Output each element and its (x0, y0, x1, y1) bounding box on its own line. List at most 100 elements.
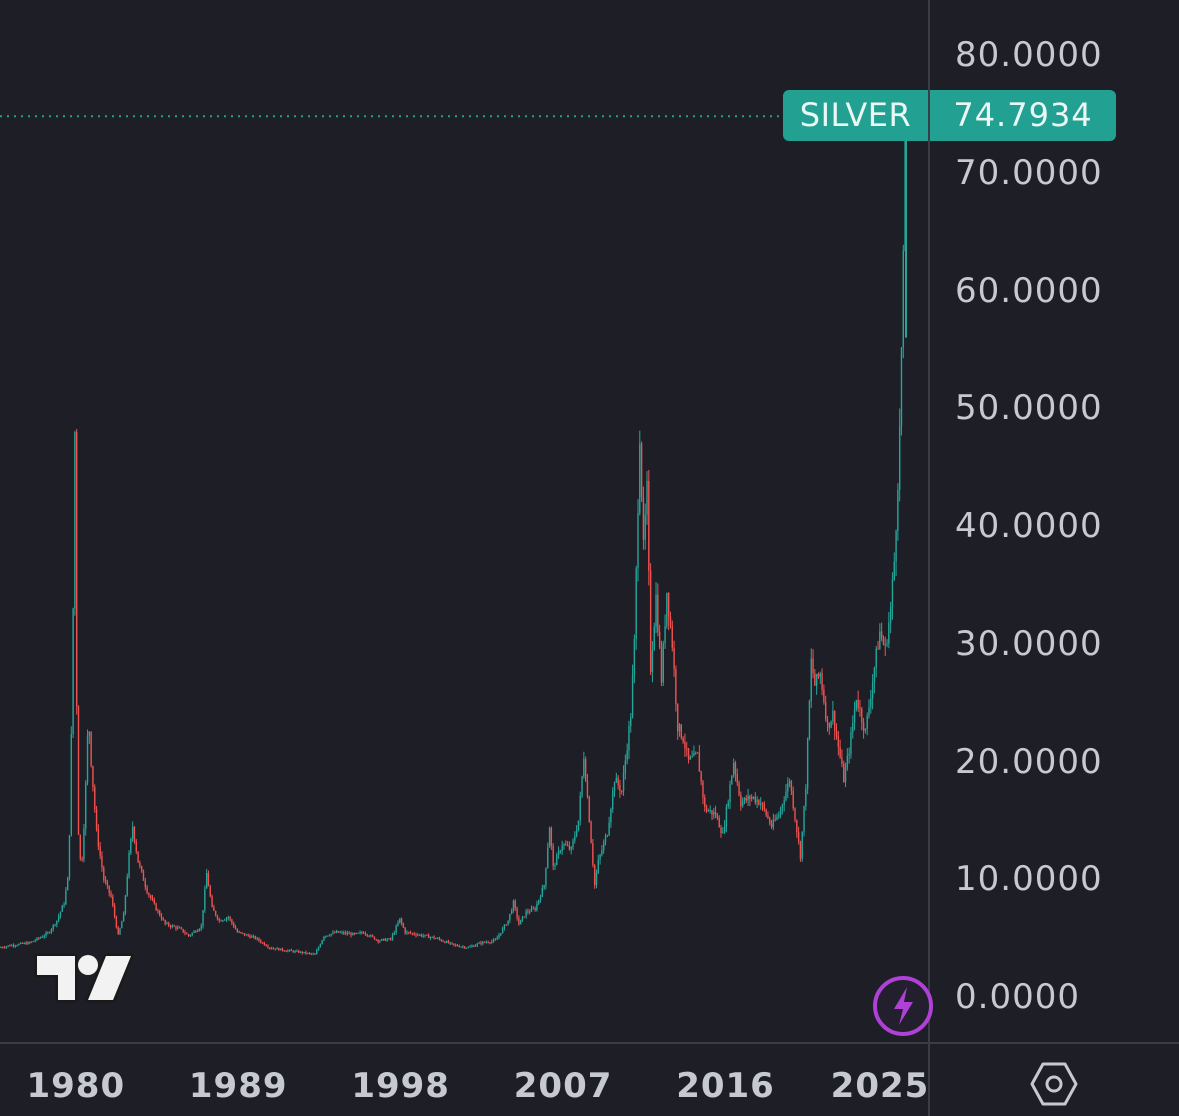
candle-body (731, 775, 733, 785)
candle-body (34, 940, 36, 942)
price-tick-label: 20.0000 (955, 741, 1103, 782)
candle-body (774, 819, 776, 821)
candle-body (680, 724, 683, 738)
candle-body (514, 900, 516, 909)
candle-body (162, 919, 165, 921)
candle-body (895, 530, 897, 562)
candle-body (841, 757, 843, 764)
candle-body (788, 781, 791, 784)
candle-body (866, 715, 868, 729)
candle-body (653, 626, 655, 650)
candle-body (626, 750, 628, 761)
candle-body (61, 905, 63, 912)
candle-body (368, 935, 370, 937)
lightning-bolt-button[interactable] (872, 975, 934, 1041)
candle-body (729, 784, 731, 803)
candle-body (861, 708, 863, 723)
candle-body (344, 932, 347, 934)
candle-body (868, 707, 870, 716)
candle-body (117, 927, 119, 935)
candle-body (570, 847, 572, 850)
candle-body (649, 570, 652, 672)
candle-body (648, 480, 650, 571)
candle-body (196, 930, 199, 932)
candle-body (590, 822, 592, 844)
candle-body (83, 828, 85, 860)
candle-body (178, 927, 181, 929)
candle-body (352, 932, 354, 936)
candle-body (783, 800, 785, 805)
candle-body (236, 929, 239, 933)
candle-body (445, 941, 448, 943)
time-tick-label: 2025 (830, 1066, 930, 1106)
candle-body (666, 592, 668, 627)
chart-settings-button[interactable] (1029, 1061, 1079, 1111)
candle-body (716, 815, 719, 818)
candle-body (294, 951, 296, 953)
candle-body (610, 809, 612, 823)
candle-body (749, 795, 751, 800)
candle-body (422, 935, 424, 937)
candle-body (810, 658, 812, 701)
candle-body (487, 942, 489, 944)
candle-body (296, 950, 298, 952)
candle-body (133, 826, 136, 842)
candle-body (612, 790, 614, 810)
candle-body (99, 846, 101, 856)
candle-body (714, 811, 717, 816)
candle-body (691, 756, 693, 758)
candle-body (489, 942, 491, 944)
candle-body (70, 734, 72, 836)
candle-body (256, 938, 258, 940)
candle-body (875, 648, 877, 668)
candle-body (254, 936, 257, 939)
candle-body (769, 818, 771, 824)
time-tick-label: 2016 (676, 1066, 775, 1106)
candle-body (843, 763, 845, 783)
candle-body (705, 806, 708, 812)
candle-body (229, 917, 231, 920)
candle-body (39, 937, 42, 939)
candle-body (633, 638, 636, 676)
candle-body (225, 917, 228, 920)
candle-body (902, 250, 904, 348)
candle-body (491, 941, 493, 943)
candle-body (711, 810, 713, 815)
candle-body (498, 934, 500, 938)
candle-body (258, 938, 260, 941)
candle-body (505, 924, 507, 926)
candle-body (584, 759, 587, 781)
candle-body (307, 952, 309, 954)
candle-body (86, 735, 89, 783)
candle-body (285, 950, 287, 952)
candle-body (480, 942, 482, 944)
candle-body (469, 946, 471, 948)
candle-body (137, 851, 139, 863)
candle-body (507, 920, 509, 925)
candle-body (536, 903, 538, 911)
candle-body (429, 937, 432, 939)
candle-body (794, 808, 796, 821)
candle-body (65, 890, 67, 905)
candle-body (687, 748, 690, 760)
candle-body (205, 872, 208, 889)
candle-body (805, 788, 807, 806)
candle-body (155, 903, 157, 911)
candle-body (799, 841, 802, 859)
candle-body (740, 794, 742, 807)
candle-body (213, 906, 215, 911)
candle-body (321, 940, 323, 945)
candle-body (103, 867, 105, 880)
candle-body (828, 722, 830, 728)
candle-body (171, 925, 174, 927)
candle-body (92, 765, 94, 787)
candle-body (108, 885, 110, 893)
candle-body (159, 910, 161, 916)
candle-body (319, 944, 322, 948)
candle-body (214, 910, 217, 916)
candle-body (447, 941, 450, 944)
candle-body (359, 932, 361, 934)
candles-group (0, 91, 907, 956)
